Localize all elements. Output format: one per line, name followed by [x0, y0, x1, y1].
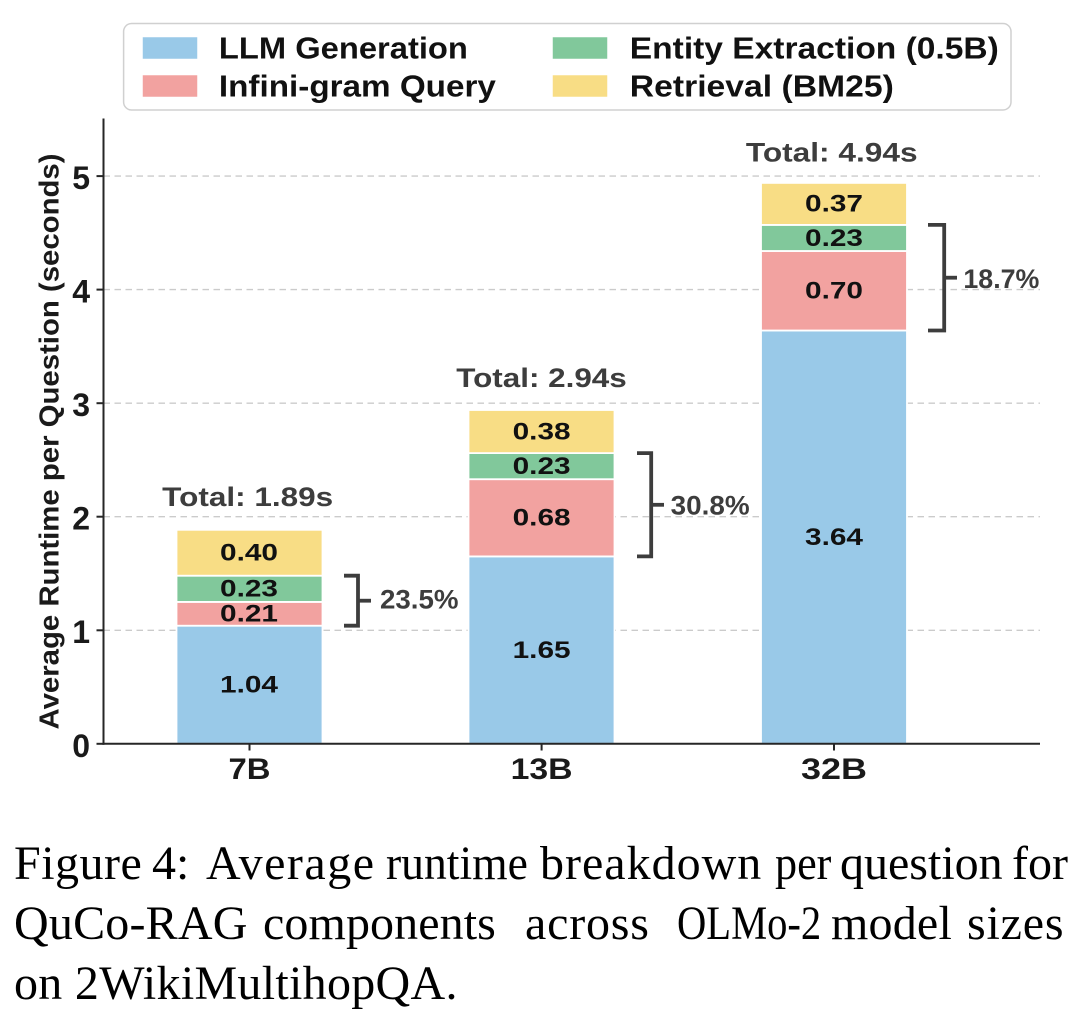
svg-text:0.23: 0.23: [220, 576, 278, 603]
svg-text:3: 3: [72, 387, 90, 423]
svg-text:23.5%: 23.5%: [380, 585, 459, 615]
svg-text:Total: 2.94s: Total: 2.94s: [456, 363, 627, 393]
svg-text:Infini-gram Query: Infini-gram Query: [219, 69, 497, 104]
svg-text:0.70: 0.70: [805, 278, 863, 305]
svg-text:18.7%: 18.7%: [963, 264, 1039, 294]
svg-text:3.64: 3.64: [805, 524, 864, 551]
svg-text:0.23: 0.23: [513, 453, 571, 480]
svg-text:7B: 7B: [229, 753, 271, 786]
svg-text:LLM Generation: LLM Generation: [219, 31, 468, 66]
svg-text:0.37: 0.37: [805, 191, 863, 218]
svg-text:32B: 32B: [801, 753, 867, 786]
svg-text:0.38: 0.38: [513, 418, 571, 445]
svg-text:Retrieval (BM25): Retrieval (BM25): [630, 69, 894, 104]
svg-text:4: 4: [72, 274, 90, 310]
svg-text:0.40: 0.40: [220, 540, 278, 567]
svg-text:2: 2: [72, 501, 90, 537]
svg-text:1: 1: [72, 614, 90, 650]
svg-text:Total: 4.94s: Total: 4.94s: [746, 137, 918, 167]
svg-text:0.21: 0.21: [220, 601, 278, 628]
svg-text:1.04: 1.04: [220, 672, 279, 699]
svg-text:1.65: 1.65: [513, 637, 571, 664]
svg-text:0: 0: [72, 728, 90, 764]
svg-text:5: 5: [72, 160, 90, 196]
svg-text:Average Runtime per Question (: Average Runtime per Question (seconds): [34, 154, 65, 730]
svg-text:Total: 1.89s: Total: 1.89s: [162, 482, 333, 512]
svg-text:13B: 13B: [511, 753, 573, 786]
svg-text:0.68: 0.68: [513, 505, 571, 532]
svg-text:Entity Extraction (0.5B): Entity Extraction (0.5B): [630, 31, 999, 66]
svg-text:30.8%: 30.8%: [671, 491, 750, 521]
svg-text:0.23: 0.23: [805, 225, 863, 252]
